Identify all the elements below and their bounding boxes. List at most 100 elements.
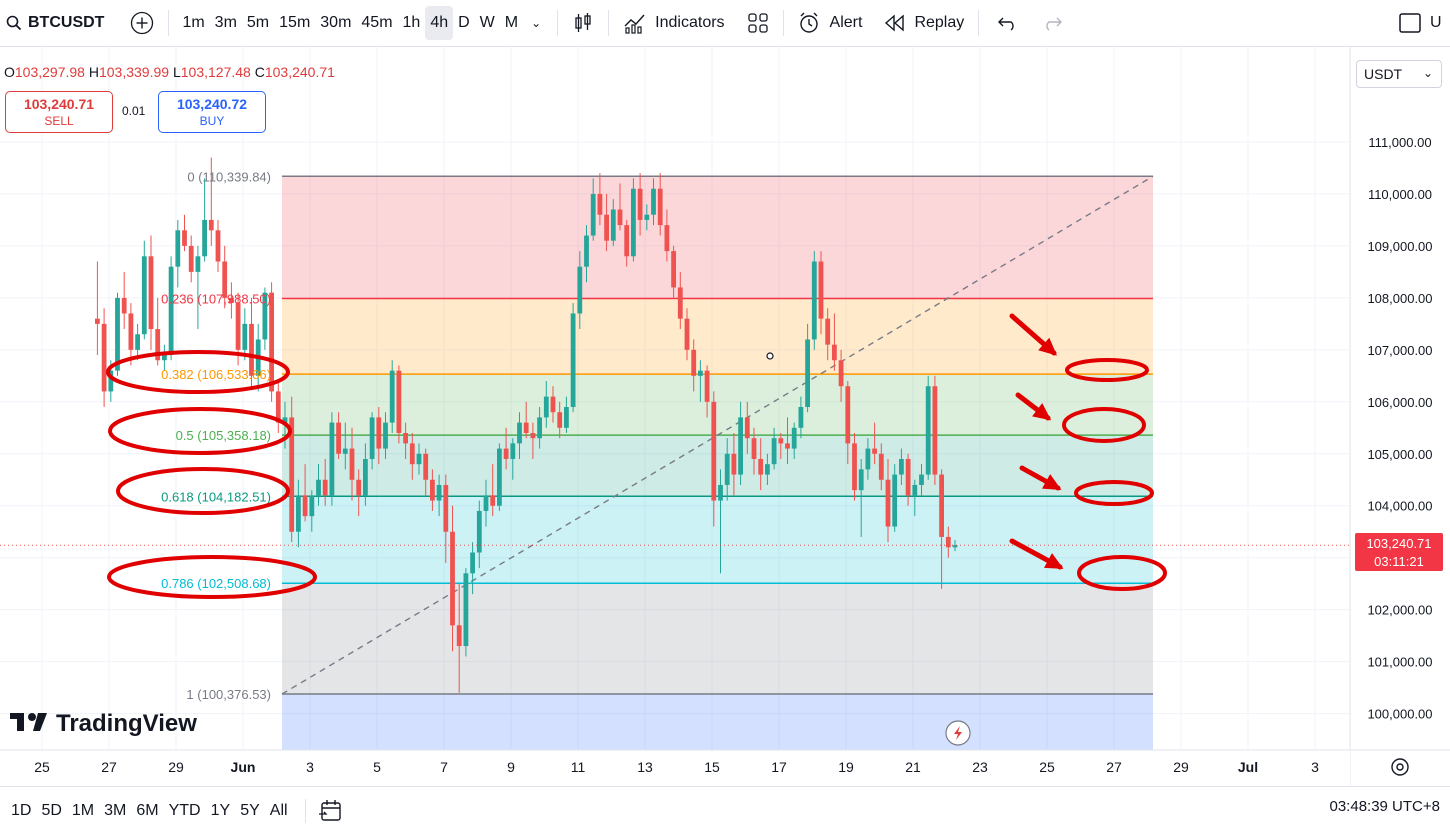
range-1y[interactable]: 1Y xyxy=(210,802,231,819)
redo-icon xyxy=(1046,17,1063,31)
cut-off-button[interactable]: U xyxy=(1430,6,1442,40)
logo-mark xyxy=(28,713,36,721)
candle-body xyxy=(791,427,797,449)
timeframe-3m[interactable]: 3m xyxy=(214,14,237,31)
candle-body xyxy=(932,386,938,475)
separator xyxy=(168,10,170,36)
candle-body xyxy=(215,230,221,262)
candle-body xyxy=(711,401,717,501)
currency-select[interactable]: USDT ⌄ xyxy=(1356,60,1442,88)
chevron-down-icon: ⌄ xyxy=(1422,66,1433,80)
candle-body xyxy=(925,386,931,475)
candle-body xyxy=(342,448,348,454)
candle-body xyxy=(664,225,670,252)
range-5d[interactable]: 5D xyxy=(41,802,62,819)
time-tick-label: 17 xyxy=(771,759,787,775)
time-axis-panel[interactable] xyxy=(0,750,1350,786)
timeframe-1h[interactable]: 1h xyxy=(402,14,421,31)
candle-body xyxy=(222,261,228,298)
candle-body xyxy=(396,370,402,433)
timeframe-4h[interactable]: 4h xyxy=(425,6,454,40)
candle-body xyxy=(778,438,784,444)
chevron-down-icon[interactable]: ⌄ xyxy=(531,16,542,30)
chart-type-button[interactable] xyxy=(566,6,600,40)
fullscreen-button[interactable] xyxy=(1392,6,1428,40)
fib-zone-0.786 xyxy=(282,583,1153,695)
range-5y[interactable]: 5Y xyxy=(240,802,260,819)
redo-button[interactable] xyxy=(1035,6,1069,40)
range-1m[interactable]: 1M xyxy=(71,802,95,819)
candle-body xyxy=(269,292,274,392)
bottom-toolbar: 1D 5D 1M 3M 6M YTD 1Y 5Y All xyxy=(0,786,1450,835)
time-tick-label: 29 xyxy=(168,759,184,775)
compare-symbol-button[interactable] xyxy=(124,6,160,40)
candle-body xyxy=(899,458,904,475)
fib-trend-line[interactable] xyxy=(281,175,1154,695)
search-icon xyxy=(6,15,22,31)
candle-body xyxy=(229,297,234,304)
candle-body xyxy=(235,303,241,350)
candle-body xyxy=(483,495,489,511)
goto-date-icon[interactable] xyxy=(318,799,344,823)
candle-body xyxy=(858,469,864,491)
sell-price: 103,240.71 xyxy=(23,96,95,112)
fib-label-0: 0 (110,339.84) xyxy=(187,169,271,184)
timeframe-30m[interactable]: 30m xyxy=(320,14,352,31)
candles-icon xyxy=(575,13,591,32)
price-chart[interactable]: 0 (110,339.84) 0.236 (107,988.50) 0.382 (1… xyxy=(0,47,1450,787)
candle-body xyxy=(162,355,167,361)
low-value: 103,127.48 xyxy=(180,64,251,80)
buy-button[interactable]: 103,240.72 BUY xyxy=(158,91,266,133)
fib-label-0.618: 0.618 (104,182.51) xyxy=(161,489,271,504)
timeframe-1m[interactable]: 1m xyxy=(182,14,205,31)
candle-body xyxy=(818,261,824,319)
annotation-arrow-head xyxy=(1042,474,1062,490)
candle-body xyxy=(202,219,207,257)
timeframe-M[interactable]: M xyxy=(504,14,519,31)
time-tick-label: 15 xyxy=(704,759,720,775)
range-ytd[interactable]: YTD xyxy=(168,802,201,819)
annotation-circle xyxy=(116,467,290,515)
candle-body xyxy=(832,344,837,361)
price-tick-label: 109,000.00 xyxy=(1367,239,1432,254)
sell-button[interactable]: 103,240.71 SELL xyxy=(5,91,113,133)
symbol-search-button[interactable]: BTCUSDT xyxy=(0,6,110,40)
indicators-icon xyxy=(624,14,645,34)
undo-button[interactable] xyxy=(991,6,1025,40)
candle-body xyxy=(369,417,375,459)
fib-zone-0.236 xyxy=(282,298,1153,375)
replay-button[interactable]: Replay xyxy=(878,6,970,40)
price-axis-panel[interactable] xyxy=(1350,47,1450,750)
settings-icon[interactable] xyxy=(1391,758,1409,776)
utc-clock[interactable]: 03:48:39 UTC+8 xyxy=(1329,798,1441,815)
candle-body xyxy=(838,360,844,387)
candle-body xyxy=(470,552,475,574)
candle-body xyxy=(617,209,623,226)
range-all[interactable]: All xyxy=(269,802,288,819)
candle-body xyxy=(356,479,362,496)
indicators-button[interactable]: Indicators xyxy=(617,6,730,40)
timeframe-W[interactable]: W xyxy=(479,14,495,31)
time-tick-label: 27 xyxy=(1106,759,1122,775)
time-tick-label: 11 xyxy=(571,759,586,775)
time-tick-label: 27 xyxy=(101,759,117,775)
fib-labels: 0 (110,339.84) 0.236 (107,988.50) 0.382 (1… xyxy=(161,169,271,702)
candle-body xyxy=(939,474,944,537)
time-tick-label: 25 xyxy=(1039,759,1055,775)
range-1d[interactable]: 1D xyxy=(11,802,32,819)
candle-body xyxy=(744,417,750,439)
range-6m[interactable]: 6M xyxy=(136,802,159,819)
timeframe-45m[interactable]: 45m xyxy=(361,14,393,31)
alert-button[interactable]: Alert xyxy=(792,6,869,40)
timeframe-5m[interactable]: 5m xyxy=(246,14,270,31)
timeframe-D[interactable]: D xyxy=(458,14,470,31)
annotation-circle xyxy=(1065,358,1149,382)
timeframe-15m[interactable]: 15m xyxy=(279,14,311,31)
candle-body xyxy=(363,458,368,496)
lightning-icon[interactable] xyxy=(945,720,971,746)
candle-body xyxy=(423,453,429,480)
candle-body xyxy=(785,443,790,449)
candle-body xyxy=(108,370,114,392)
range-3m[interactable]: 3M xyxy=(104,802,127,819)
layouts-button[interactable] xyxy=(741,6,775,40)
